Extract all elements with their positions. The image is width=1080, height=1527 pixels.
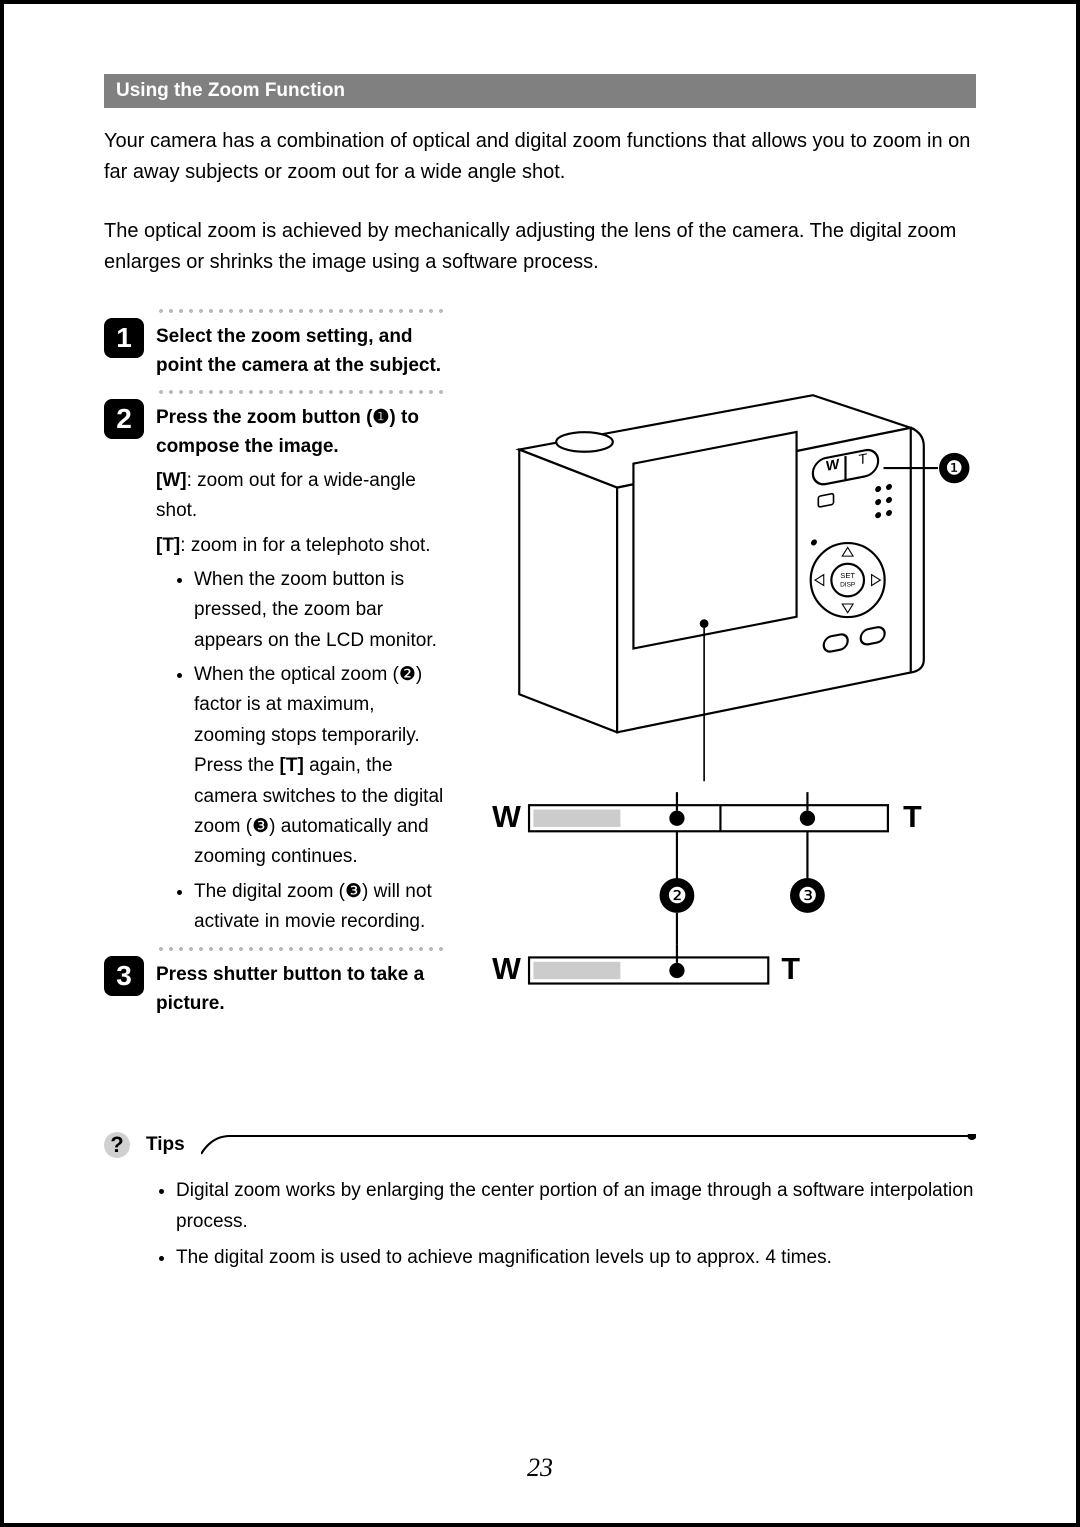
steps-column: 1 Select the zoom setting, and point the…: [104, 308, 444, 1026]
step-2-w-line: [W]: zoom out for a wide-angle shot.: [156, 466, 444, 527]
svg-text:❶: ❶: [945, 458, 963, 480]
dotted-divider: [156, 308, 444, 314]
svg-text:T: T: [859, 451, 868, 469]
w-text: : zoom out for a wide-angle shot.: [156, 470, 416, 521]
tips-rule: [201, 1134, 976, 1156]
svg-text:W: W: [826, 456, 840, 475]
dotted-divider: [156, 389, 444, 395]
intro-p2: The optical zoom is achieved by mechanic…: [104, 216, 976, 278]
step-2-bullet-3: The digital zoom (❸) will not activate i…: [194, 877, 444, 938]
tip-2: The digital zoom is used to achieve magn…: [176, 1243, 976, 1273]
t-label: [T]: [156, 535, 180, 556]
step-2-body: [W]: zoom out for a wide-angle shot. [T]…: [156, 466, 444, 938]
step-2-bullets: When the zoom button is pressed, the zoo…: [156, 565, 444, 938]
svg-text:DISP: DISP: [840, 582, 855, 589]
step-2-bullet-2: When the optical zoom (❷) factor is at m…: [194, 660, 444, 873]
diagram-column: W T: [454, 308, 976, 1042]
tips-label: Tips: [146, 1134, 185, 1156]
page: Using the Zoom Function Your camera has …: [0, 0, 1080, 1527]
step-number-1: 1: [104, 318, 144, 358]
t-text: : zoom in for a telephoto shot.: [180, 535, 430, 556]
w-label: [W]: [156, 470, 187, 491]
step-number-3: 3: [104, 956, 144, 996]
step-2-t-line: [T]: zoom in for a telephoto shot.: [156, 531, 444, 561]
svg-text:W: W: [492, 800, 521, 834]
svg-text:❸: ❸: [798, 883, 818, 908]
svg-text:SET: SET: [840, 571, 855, 580]
intro-text: Your camera has a combination of optical…: [104, 126, 976, 278]
step-2: 2 Press the zoom button (❶) to compose t…: [104, 389, 444, 938]
camera-diagram: W T: [454, 368, 976, 1042]
step-2-title: Press the zoom button (❶) to compose the…: [156, 403, 444, 462]
dotted-divider: [156, 946, 444, 952]
tips-list: Digital zoom works by enlarging the cent…: [104, 1176, 976, 1273]
step-1-title: Select the zoom setting, and point the c…: [156, 322, 444, 381]
svg-text:W: W: [492, 952, 521, 986]
step-2-bullet-1: When the zoom button is pressed, the zoo…: [194, 565, 444, 656]
step-3-title: Press shutter button to take a picture.: [156, 960, 444, 1019]
main-content: 1 Select the zoom setting, and point the…: [104, 308, 976, 1042]
step-number-2: 2: [104, 399, 144, 439]
step-3: 3 Press shutter button to take a picture…: [104, 946, 444, 1019]
tips-header: ? Tips: [104, 1132, 976, 1158]
svg-text:T: T: [903, 800, 922, 834]
tip-1: Digital zoom works by enlarging the cent…: [176, 1176, 976, 1237]
svg-text:❷: ❷: [667, 883, 687, 908]
tips-icon: ?: [104, 1132, 130, 1158]
tips-section: ? Tips Digital zoom works by enlarging t…: [104, 1132, 976, 1273]
svg-text:T: T: [781, 952, 800, 986]
page-number: 23: [4, 1453, 1076, 1483]
section-header: Using the Zoom Function: [104, 74, 976, 108]
intro-p1: Your camera has a combination of optical…: [104, 126, 976, 188]
step-1: 1 Select the zoom setting, and point the…: [104, 308, 444, 381]
